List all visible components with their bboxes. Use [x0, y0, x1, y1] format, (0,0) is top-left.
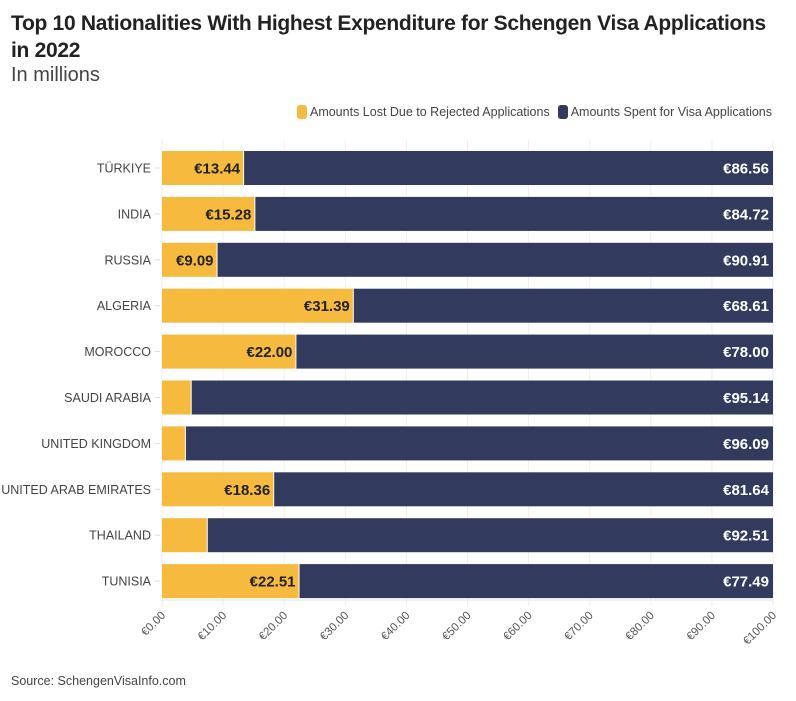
- data-label-rejected: €22.00: [247, 344, 293, 361]
- data-label-rejected: €13.44: [194, 161, 241, 178]
- category-label: THAILAND: [89, 529, 151, 543]
- category-label: RUSSIA: [104, 253, 151, 267]
- data-label-spent: €78.00: [723, 344, 769, 361]
- bar-rejected: [162, 288, 353, 323]
- legend-item-spent: Amounts Spent for Visa Applications: [557, 105, 772, 119]
- chart-subtitle: In millions: [11, 64, 100, 86]
- bar-spent: [296, 334, 773, 369]
- bar-spent: [353, 288, 773, 323]
- bar-rejected: [162, 242, 217, 277]
- category-label: MOROCCO: [84, 345, 151, 359]
- legend-swatch-rejected: [296, 105, 307, 119]
- chart-title: Top 10 Nationalities With Highest Expend…: [11, 12, 766, 62]
- x-tick-label: €80.00: [624, 610, 657, 643]
- data-label-rejected: €15.28: [205, 206, 251, 223]
- x-tick-label: €60.00: [501, 610, 534, 643]
- x-tick-label: €10.00: [196, 610, 229, 643]
- x-tick-label: €40.00: [379, 610, 412, 643]
- legend: Amounts Lost Due to Rejected Application…: [296, 105, 772, 119]
- bar-rejected: [162, 472, 274, 507]
- category-label: UNITED ARAB EMIRATES: [1, 483, 151, 497]
- category-label: INDIA: [118, 207, 152, 221]
- bar-spent: [191, 380, 774, 415]
- category-label: TÜRKIYE: [97, 162, 151, 176]
- bar-rejected: [162, 334, 296, 369]
- data-label-spent: €92.51: [723, 528, 769, 545]
- legend-item-rejected: Amounts Lost Due to Rejected Application…: [296, 105, 550, 119]
- data-label-rejected: €22.51: [250, 574, 296, 591]
- category-label: UNITED KINGDOM: [41, 437, 151, 451]
- bar-rejected: [162, 426, 185, 461]
- bar-spent: [185, 426, 773, 461]
- bar-spent: [217, 242, 773, 277]
- x-tick-label: €0.00: [139, 610, 168, 639]
- legend-label-rejected: Amounts Lost Due to Rejected Application…: [309, 105, 550, 119]
- x-tick-label: €50.00: [440, 610, 473, 643]
- data-label-rejected: €9.09: [176, 252, 214, 269]
- data-label-spent: €90.91: [723, 252, 769, 269]
- data-label-rejected: €18.36: [224, 482, 270, 499]
- data-label-spent: €81.64: [723, 482, 770, 499]
- data-label-spent: €77.49: [723, 574, 769, 591]
- x-tick-label: €20.00: [257, 610, 290, 643]
- category-label: ALGERIA: [97, 299, 152, 313]
- x-tick-label: €70.00: [562, 610, 595, 643]
- bar-spent: [274, 472, 773, 507]
- source-note: Source: SchengenVisaInfo.com: [11, 674, 186, 688]
- category-label: TUNISIA: [102, 575, 152, 589]
- bar-spent: [244, 151, 773, 185]
- data-label-spent: €86.56: [723, 161, 769, 178]
- category-label: SAUDI ARABIA: [64, 391, 151, 405]
- bar-rejected: [162, 564, 299, 599]
- data-label-spent: €68.61: [723, 298, 769, 315]
- data-label-spent: €96.09: [723, 436, 769, 453]
- bar-spent: [207, 518, 773, 553]
- bar-spent: [255, 196, 774, 231]
- bar-rejected: [162, 380, 191, 415]
- x-tick-label: €90.00: [685, 610, 718, 643]
- bar-spent: [299, 564, 773, 599]
- data-label-rejected: €31.39: [304, 298, 350, 315]
- data-label-spent: €95.14: [723, 390, 770, 407]
- data-label-spent: €84.72: [723, 206, 769, 223]
- legend-swatch-spent: [557, 105, 568, 119]
- x-tick-label: €30.00: [318, 610, 351, 643]
- legend-label-spent: Amounts Spent for Visa Applications: [570, 105, 772, 119]
- bar-rejected: [162, 151, 244, 185]
- x-tick-label: €100.00: [741, 610, 779, 648]
- bar-rejected: [162, 196, 255, 231]
- bar-rejected: [162, 518, 207, 553]
